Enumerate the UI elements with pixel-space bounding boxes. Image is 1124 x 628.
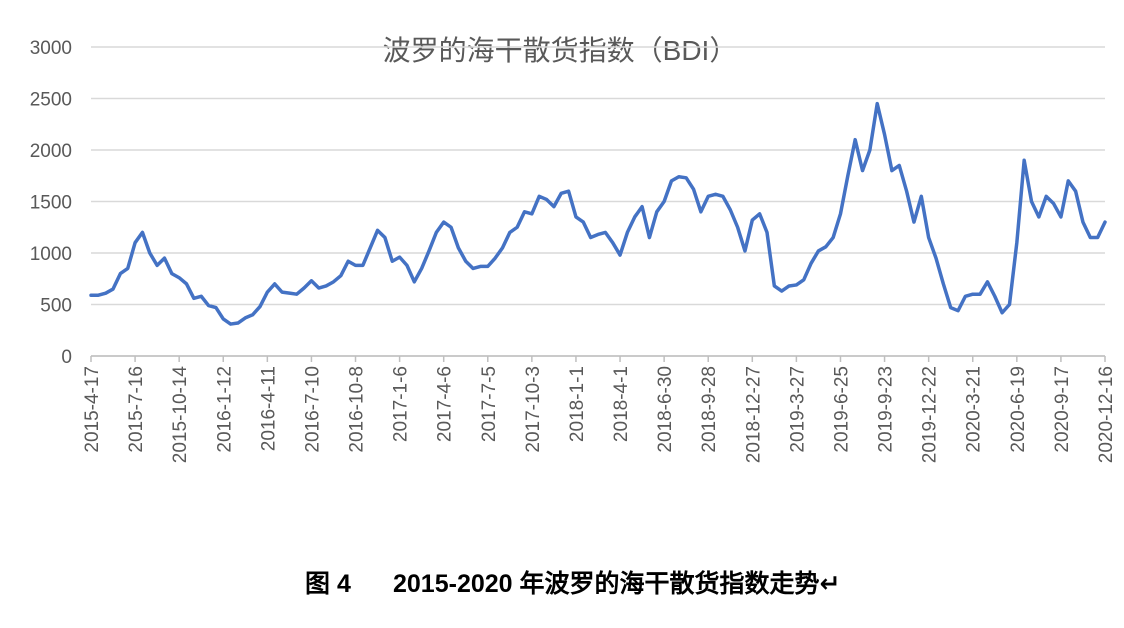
x-tick-label: 2018-1-1 xyxy=(567,366,588,442)
x-tick-label: 2016-7-10 xyxy=(302,366,323,453)
x-tick-label: 2018-4-1 xyxy=(611,366,632,442)
series-line xyxy=(89,101,1107,326)
x-tick-label: 2018-12-27 xyxy=(743,366,764,463)
x-tick-label: 2020-12-16 xyxy=(1096,366,1117,463)
y-tick-label: 3000 xyxy=(30,38,72,59)
x-tick-label: 2020-9-17 xyxy=(1052,366,1073,453)
x-tick-label: 2019-12-22 xyxy=(920,366,941,463)
x-tick-label: 2017-10-3 xyxy=(523,366,544,453)
x-tick-label: 2017-4-6 xyxy=(435,366,456,442)
x-tick-label: 2016-1-12 xyxy=(214,366,235,453)
x-tick-label: 2015-10-14 xyxy=(170,366,191,464)
x-tick-label: 2016-4-11 xyxy=(258,366,279,451)
x-tick-label: 2015-7-16 xyxy=(126,366,147,453)
x-tick-label: 2020-3-21 xyxy=(964,366,985,453)
y-tick-label: 2000 xyxy=(30,141,72,162)
y-tick-label: 500 xyxy=(40,296,72,317)
x-tick-label: 2019-3-27 xyxy=(787,366,808,453)
x-tick-label: 2019-6-25 xyxy=(831,366,852,453)
x-tick-label: 2017-1-6 xyxy=(391,366,412,442)
y-tick-label: 1500 xyxy=(30,193,72,214)
caption-text: 2015-2020 年波罗的海干散货指数走势↵ xyxy=(393,569,840,598)
y-tick-label: 0 xyxy=(61,347,72,368)
x-tick-label: 2018-6-30 xyxy=(655,366,676,453)
x-tick-label: 2019-9-23 xyxy=(876,366,897,453)
x-tick-label: 2020-6-19 xyxy=(1008,366,1029,453)
x-tick-label: 2018-9-28 xyxy=(699,366,720,453)
y-tick-label: 1000 xyxy=(30,244,72,265)
x-tick-label: 2015-4-17 xyxy=(82,366,103,453)
caption-label: 图 4 xyxy=(305,570,351,598)
chart-title: 波罗的海干散货指数（BDI） xyxy=(383,35,738,66)
y-tick-label: 2500 xyxy=(30,90,72,111)
x-tick-label: 2017-7-5 xyxy=(479,366,500,442)
x-tick-label: 2016-10-8 xyxy=(347,366,368,453)
